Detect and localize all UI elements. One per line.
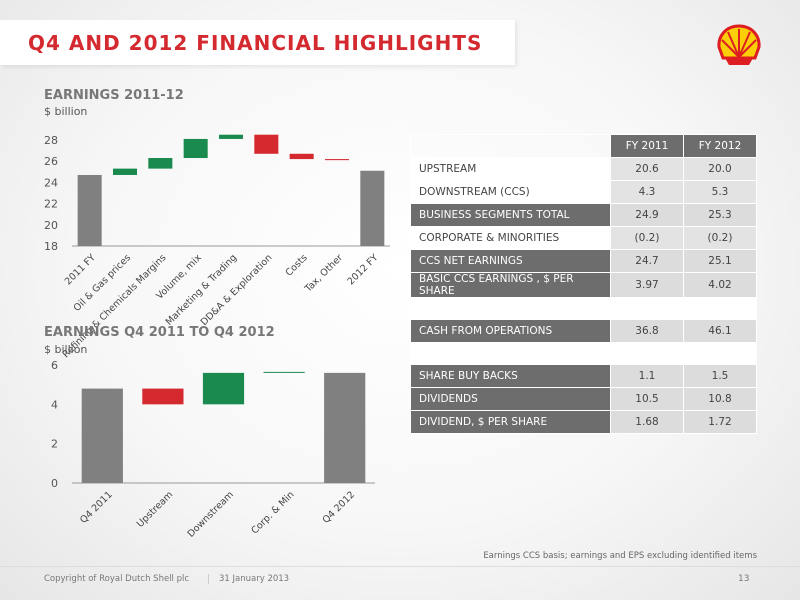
page-title: Q4 AND 2012 FINANCIAL HIGHLIGHTS <box>28 31 483 55</box>
row-value-2012: 5.3 <box>683 180 757 204</box>
y-tick-label: 0 <box>51 477 58 490</box>
row-value-2011: (0.2) <box>610 226 684 250</box>
table-row: DIVIDENDS 10.5 10.8 <box>410 387 757 411</box>
increase-bar <box>148 158 173 169</box>
y-tick-label: 4 <box>51 398 58 411</box>
row-value-2012 <box>683 342 757 365</box>
row-value-2011 <box>610 342 684 365</box>
table-row: DOWNSTREAM (CCS) 4.3 5.3 <box>410 180 757 204</box>
row-value-2011: 1.68 <box>610 410 684 434</box>
row-value-2011: 24.9 <box>610 203 684 227</box>
total-bar <box>324 372 366 483</box>
row-label: DIVIDEND, $ PER SHARE <box>410 410 611 434</box>
increase-bar <box>263 371 305 373</box>
row-label <box>410 297 611 320</box>
row-label: CORPORATE & MINORITIES <box>410 226 611 250</box>
increase-bar <box>183 138 208 159</box>
table-header-blank <box>410 134 611 158</box>
table-row: CORPORATE & MINORITIES (0.2) (0.2) <box>410 226 757 250</box>
x-category-label: Q4 2011 <box>78 489 115 526</box>
footer-divider <box>0 566 800 567</box>
row-value-2011: 4.3 <box>610 180 684 204</box>
table-row: CCS NET EARNINGS 24.7 25.1 <box>410 249 757 273</box>
total-bar <box>360 170 385 246</box>
header-fy2012: FY 2012 <box>683 134 757 158</box>
increase-bar <box>218 134 244 139</box>
table-row: UPSTREAM 20.6 20.0 <box>410 157 757 181</box>
table-header-row: FY 2011 FY 2012 <box>410 134 757 158</box>
row-value-2011: 3.97 <box>610 272 684 298</box>
x-category-label: Downstream <box>186 489 236 539</box>
y-tick-label: 24 <box>44 176 58 189</box>
row-label: BUSINESS SEGMENTS TOTAL <box>410 203 611 227</box>
chart1-title: EARNINGS 2011-12 <box>44 88 184 103</box>
total-bar <box>77 174 102 246</box>
decrease-bar <box>254 134 279 154</box>
chart2-title: EARNINGS Q4 2011 TO Q4 2012 <box>44 325 275 340</box>
footnote: Earnings CCS basis; earnings and EPS exc… <box>483 551 757 561</box>
y-tick-label: 26 <box>44 155 58 168</box>
row-value-2012: (0.2) <box>683 226 757 250</box>
x-category-label: Q4 2012 <box>321 489 358 526</box>
y-tick-label: 20 <box>44 219 58 232</box>
financial-highlights-table: FY 2011 FY 2012 UPSTREAM 20.6 20.0 DOWNSTRE… <box>410 134 757 434</box>
row-value-2012 <box>683 297 757 320</box>
table-row: DIVIDEND, $ PER SHARE 1.68 1.72 <box>410 410 757 434</box>
row-value-2011: 1.1 <box>610 364 684 388</box>
row-value-2011: 20.6 <box>610 157 684 181</box>
title-bar: Q4 AND 2012 FINANCIAL HIGHLIGHTS <box>0 20 515 65</box>
row-label: CASH FROM OPERATIONS <box>410 319 611 343</box>
row-value-2012: 46.1 <box>683 319 757 343</box>
y-tick-label: 28 <box>44 134 58 147</box>
row-value-2012: 1.72 <box>683 410 757 434</box>
copyright: Copyright of Royal Dutch Shell plc <box>44 574 190 584</box>
page-number: 13 <box>738 574 750 584</box>
table-row: SHARE BUY BACKS 1.1 1.5 <box>410 364 757 388</box>
row-label: DIVIDENDS <box>410 387 611 411</box>
footer-date: 31 January 2013 <box>208 574 289 584</box>
row-value-2012: 25.1 <box>683 249 757 273</box>
row-label: DOWNSTREAM (CCS) <box>410 180 611 204</box>
chart1-ylabel: $ billion <box>44 105 88 118</box>
y-tick-label: 2 <box>51 438 58 451</box>
row-value-2011 <box>610 297 684 320</box>
table-spacer-row <box>410 342 757 365</box>
y-tick-label: 22 <box>44 198 58 211</box>
increase-bar <box>112 168 138 175</box>
table-row: BASIC CCS EARNINGS , $ PER SHARE 3.97 4.02 <box>410 272 757 298</box>
row-label: SHARE BUY BACKS <box>410 364 611 388</box>
x-category-label: Upstream <box>135 489 176 530</box>
decrease-bar <box>289 153 314 160</box>
row-value-2011: 10.5 <box>610 387 684 411</box>
row-label: CCS NET EARNINGS <box>410 249 611 273</box>
y-tick-label: 18 <box>44 240 58 253</box>
total-bar <box>81 388 123 483</box>
row-value-2012: 10.8 <box>683 387 757 411</box>
row-label: UPSTREAM <box>410 157 611 181</box>
shell-logo <box>717 24 761 65</box>
row-label: BASIC CCS EARNINGS , $ PER SHARE <box>410 272 611 298</box>
x-category-label: Corp. & Min <box>249 489 296 536</box>
row-value-2012: 20.0 <box>683 157 757 181</box>
decrease-bar <box>142 388 184 405</box>
increase-bar <box>202 372 245 405</box>
row-label <box>410 342 611 365</box>
table-spacer-row <box>410 297 757 320</box>
header-fy2011: FY 2011 <box>610 134 684 158</box>
table-row: BUSINESS SEGMENTS TOTAL 24.9 25.3 <box>410 203 757 227</box>
y-tick-label: 6 <box>51 359 58 372</box>
row-value-2012: 25.3 <box>683 203 757 227</box>
decrease-bar <box>324 159 350 161</box>
chart2-ylabel: $ billion <box>44 343 88 356</box>
row-value-2012: 4.02 <box>683 272 757 298</box>
row-value-2012: 1.5 <box>683 364 757 388</box>
row-value-2011: 24.7 <box>610 249 684 273</box>
row-value-2011: 36.8 <box>610 319 684 343</box>
table-row: CASH FROM OPERATIONS 36.8 46.1 <box>410 319 757 343</box>
